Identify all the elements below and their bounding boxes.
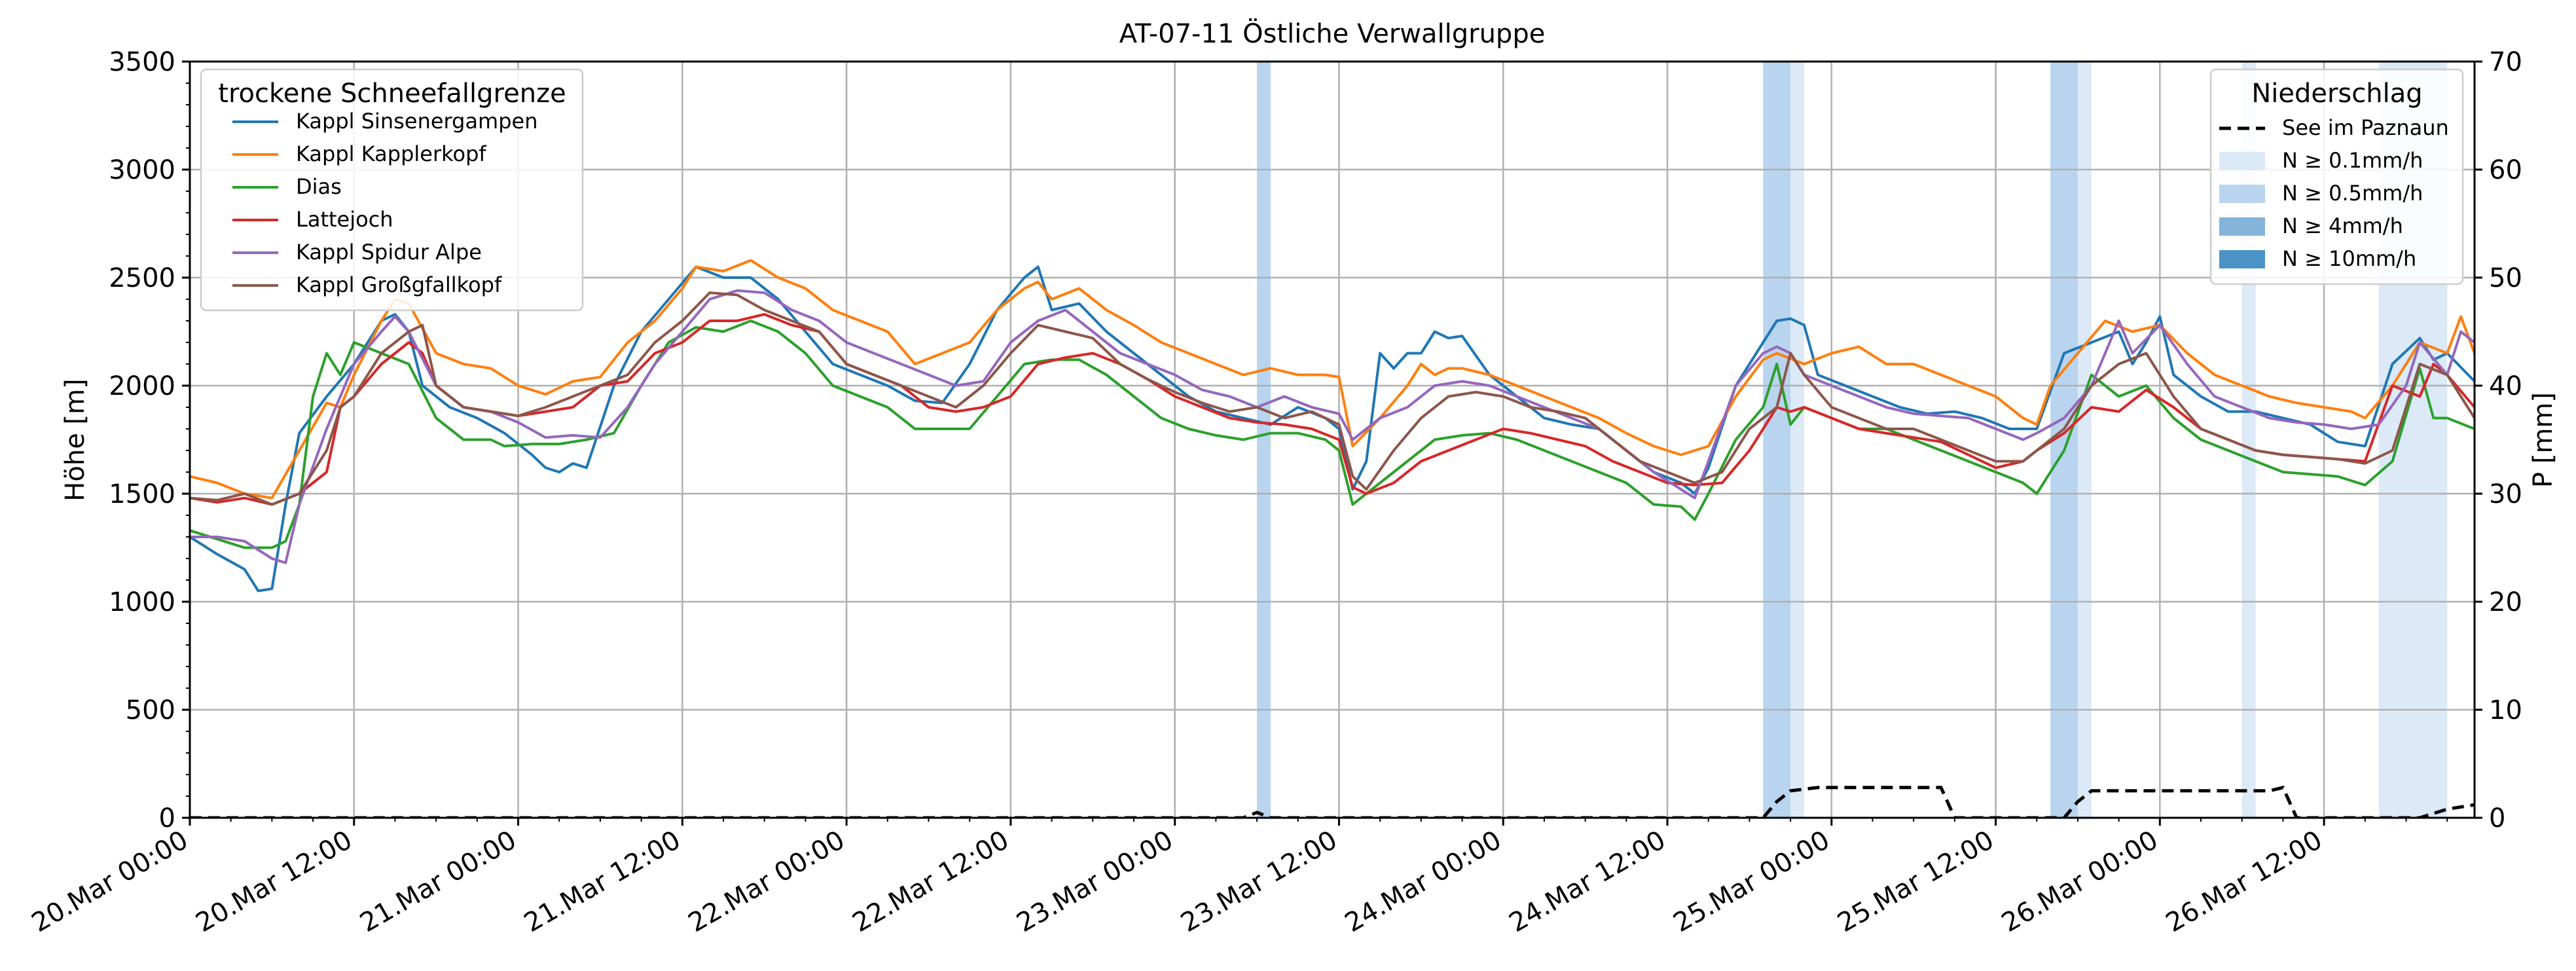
legend-right-label-2: N ≥ 0.5mm/h xyxy=(2282,181,2423,206)
chart-title: AT-07-11 Östliche Verwallgruppe xyxy=(1119,18,1546,49)
y-left-tick-label-6: 3000 xyxy=(109,155,175,185)
legend-left-box xyxy=(200,68,584,312)
y-right-tick-label-5: 50 xyxy=(2489,263,2522,293)
series-line-kappl-kapplerkopf xyxy=(190,259,2475,500)
legend-left-title: trockene Schneefallgrenze xyxy=(218,79,566,109)
precip-band-2 xyxy=(1790,62,1804,818)
plot-frame xyxy=(189,60,2476,819)
y-left-tick-label-7: 3500 xyxy=(109,47,175,77)
legend-left-label-5: Kappl Großgfallkopf xyxy=(296,272,502,297)
y-left-tick-label-3: 1500 xyxy=(109,479,175,509)
y-right-tick-label-0: 0 xyxy=(2489,803,2505,834)
y-axis-right: 0 10 20 30 40 50 60 70 xyxy=(2475,47,2522,834)
legend-left: trockene Schneefallgrenze Kappl Sinsener… xyxy=(200,68,584,312)
series-layer xyxy=(190,259,2475,593)
legend-right-label-0: See im Paznaun xyxy=(2282,115,2449,140)
y-right-tick-label-6: 60 xyxy=(2489,155,2522,185)
series-line-kappl-sinsenergampen xyxy=(190,265,2475,593)
y-right-tick-label-1: 10 xyxy=(2489,695,2522,725)
legend-right-swatch-2 xyxy=(2219,185,2265,203)
legend-right-title: Niederschlag xyxy=(2251,79,2422,109)
legend-right-label-1: N ≥ 0.1mm/h xyxy=(2282,148,2423,173)
legend-right-label-4: N ≥ 10mm/h xyxy=(2282,246,2416,271)
y-left-tick-label-0: 0 xyxy=(159,803,175,834)
grid-lines xyxy=(190,62,2475,818)
y-right-tick-label-7: 70 xyxy=(2489,47,2522,77)
legend-right-swatch-1 xyxy=(2219,152,2265,170)
y-right-tick-label-4: 40 xyxy=(2489,371,2522,401)
legend-left-label-2: Dias xyxy=(296,174,342,199)
legend-right-entries: See im Paznaun N ≥ 0.1mm/h N ≥ 0.5mm/h N ≥ … xyxy=(2219,115,2449,271)
y-left-tick-label-4: 2000 xyxy=(109,371,175,401)
legend-right: Niederschlag See im Paznaun N ≥ 0.1mm/h N … xyxy=(2209,68,2464,285)
legend-left-entries: Kappl Sinsenergampen Kappl Kapplerkopf Dia… xyxy=(232,109,538,297)
y-right-tick-label-3: 30 xyxy=(2489,479,2522,509)
y-left-tick-label-1: 500 xyxy=(126,695,175,725)
series-line-dias xyxy=(190,320,2475,549)
legend-right-box xyxy=(2209,68,2464,285)
precip-bands xyxy=(1257,62,2448,818)
y-left-tick-label-2: 1000 xyxy=(109,587,175,617)
y-left-tick-label-5: 2500 xyxy=(109,263,175,293)
y-right-tick-label-2: 20 xyxy=(2489,587,2522,617)
legend-left-label-3: Lattejoch xyxy=(296,207,393,232)
legend-left-label-0: Kappl Sinsenergampen xyxy=(296,109,538,134)
series-line-lattejoch xyxy=(190,313,2475,506)
precip-band-0 xyxy=(1257,62,1271,818)
legend-left-label-1: Kappl Kapplerkopf xyxy=(296,141,486,166)
series-line-kappl-gro-gfallkopf xyxy=(190,291,2475,506)
legend-right-label-3: N ≥ 4mm/h xyxy=(2282,213,2403,238)
legend-right-swatch-3 xyxy=(2219,217,2265,236)
precip-band-1 xyxy=(1763,62,1791,818)
y-axis-left-label: Höhe [m] xyxy=(60,378,90,501)
y-axis-right-label: P [mm] xyxy=(2528,392,2558,488)
y-axis-left: 0 500 1000 1500 2000 2500 3000 3500 xyxy=(109,47,190,834)
precip-band-4 xyxy=(2077,62,2092,818)
legend-right-swatch-4 xyxy=(2219,250,2265,268)
legend-left-label-4: Kappl Spidur Alpe xyxy=(296,240,482,265)
series-line-kappl-spidur-alpe xyxy=(190,289,2475,564)
